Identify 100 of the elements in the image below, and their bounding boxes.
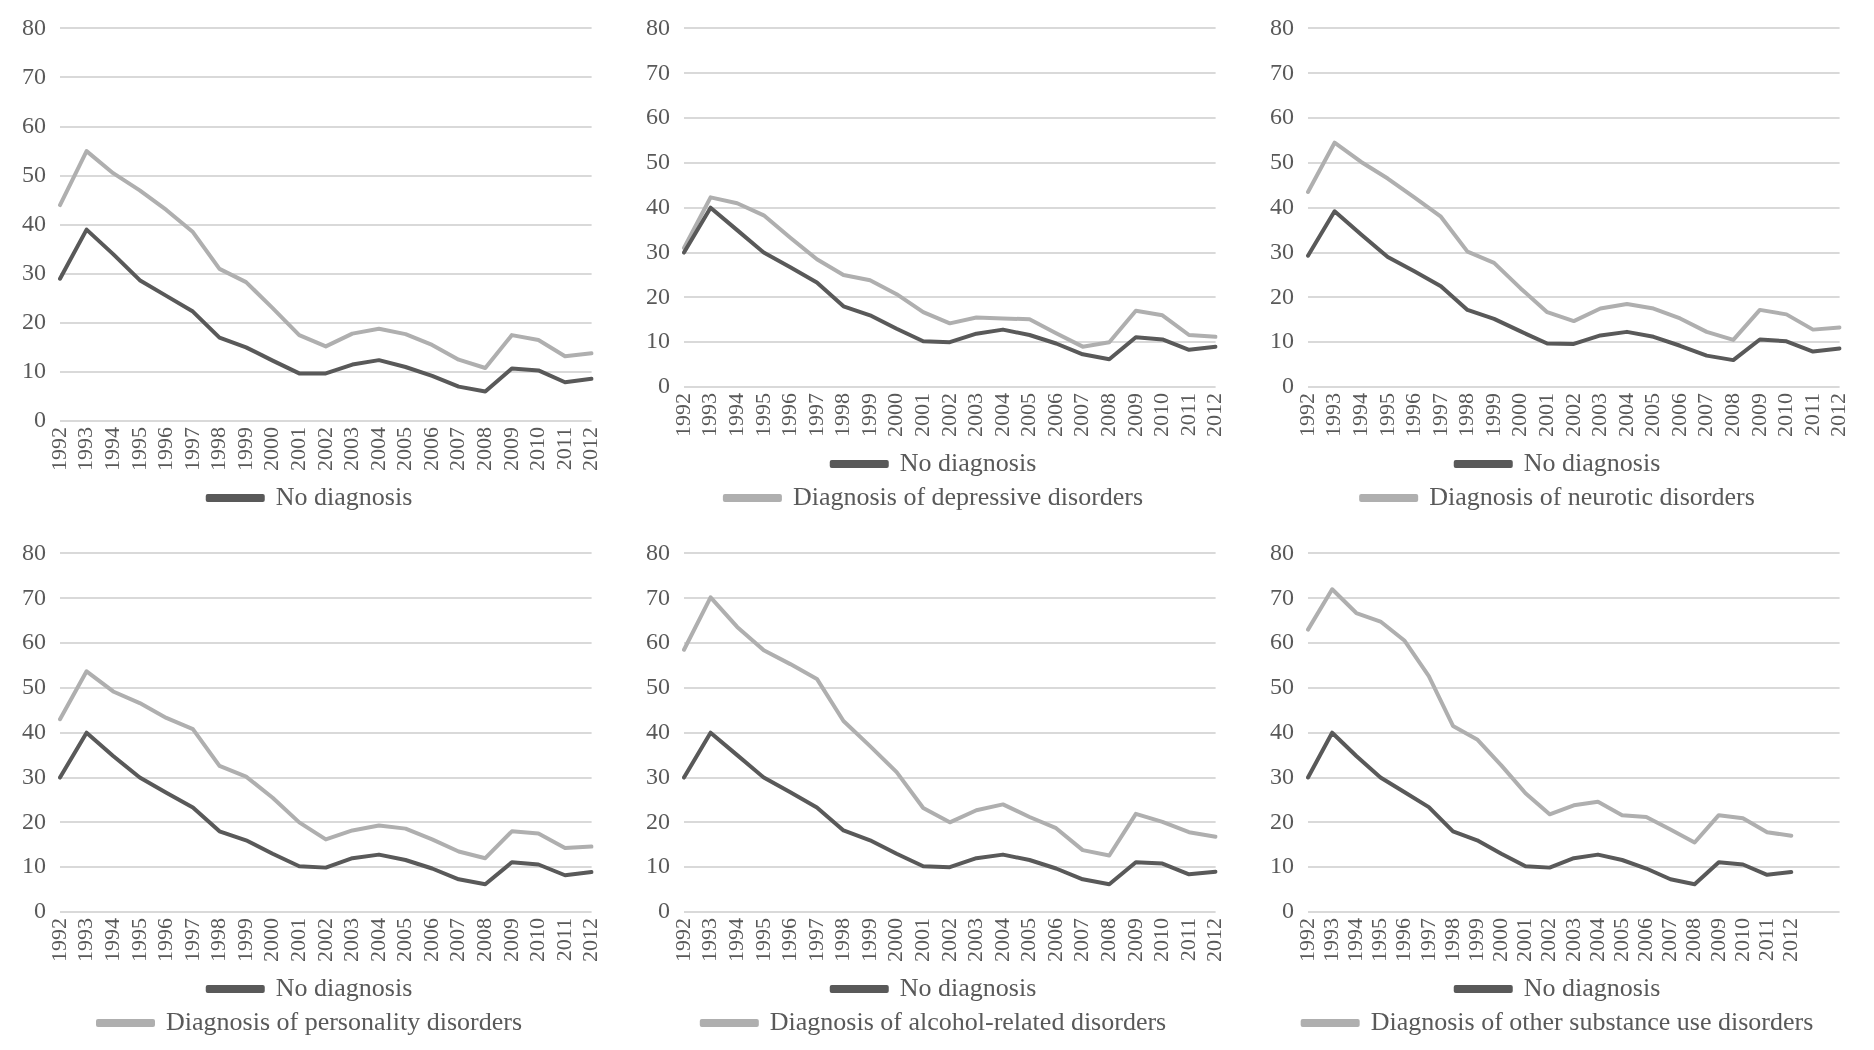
- x-tick-label: 1994: [1342, 918, 1368, 962]
- legend-label: No diagnosis: [1523, 447, 1661, 477]
- legend-label: Diagnosis of neurotic disorders: [1429, 481, 1755, 511]
- x-tick-label: 2012: [1201, 918, 1227, 962]
- x-tick-label: 2005: [1015, 918, 1041, 962]
- x-tick-label: 2008: [1095, 918, 1121, 962]
- y-tick-label: 80: [646, 13, 670, 40]
- x-tick-label: 1992: [669, 393, 695, 437]
- x-tick-label: 2002: [935, 918, 961, 962]
- x-tick-label: 1998: [829, 918, 855, 962]
- x-tick-label: 2003: [1559, 918, 1585, 962]
- x-tick-label: 1994: [98, 918, 124, 962]
- x-tick-label: 2010: [1148, 918, 1174, 962]
- x-tick-label: 1997: [802, 918, 828, 962]
- x-tick-label: 2006: [1665, 393, 1691, 437]
- legend-label: Diagnosis of alcohol-related disorders: [769, 1006, 1167, 1036]
- y-tick-label: 0: [658, 372, 670, 399]
- x-tick-label: 1992: [45, 427, 71, 471]
- x-tick-label: 2011: [1174, 918, 1200, 962]
- y-tick-label: 80: [1270, 538, 1294, 565]
- y-tick-label: 60: [646, 103, 670, 130]
- x-tick-label: 1993: [72, 427, 98, 471]
- x-tick-label: 2000: [882, 918, 908, 962]
- x-tick-label: 2003: [338, 918, 364, 962]
- x-tick-label: 2012: [577, 427, 603, 471]
- legend-label: Diagnosis of personality disorders: [166, 1006, 523, 1036]
- x-tick-label: 1997: [1426, 393, 1452, 437]
- y-tick-label: 70: [1270, 58, 1294, 85]
- x-tick-label: 1998: [1453, 393, 1479, 437]
- x-tick-label: 1996: [1400, 393, 1426, 437]
- y-tick-label: 30: [22, 259, 46, 286]
- y-tick-label: 70: [646, 58, 670, 85]
- x-tick-label: 2011: [1752, 918, 1778, 962]
- x-tick-label: 1999: [855, 918, 881, 962]
- y-tick-label: 0: [1282, 897, 1294, 924]
- x-tick-label: 1995: [1373, 393, 1399, 437]
- y-tick-label: 60: [646, 628, 670, 655]
- x-tick-label: 1995: [749, 918, 775, 962]
- x-tick-label: 1999: [1462, 918, 1488, 962]
- x-tick-label: 2012: [1825, 393, 1851, 437]
- x-tick-label: 2002: [311, 918, 337, 962]
- x-tick-label: 2010: [1772, 393, 1798, 437]
- x-tick-label: 2006: [417, 918, 443, 962]
- x-tick-label: 2000: [1487, 918, 1513, 962]
- x-tick-label: 2005: [391, 918, 417, 962]
- x-tick-label: 2004: [988, 393, 1014, 437]
- y-tick-label: 10: [22, 852, 46, 879]
- x-tick-label: 2011: [550, 918, 576, 962]
- x-tick-label: 1996: [152, 427, 178, 471]
- y-tick-label: 10: [646, 852, 670, 879]
- x-tick-label: 2006: [1041, 393, 1067, 437]
- x-tick-label: 1993: [696, 918, 722, 962]
- x-tick-label: 2007: [444, 427, 470, 471]
- x-tick-label: 1992: [1293, 393, 1319, 437]
- x-tick-label: 2010: [1148, 393, 1174, 437]
- x-tick-label: 2010: [524, 918, 550, 962]
- y-tick-label: 40: [646, 193, 670, 219]
- y-tick-label: 60: [22, 111, 46, 138]
- x-tick-label: 2003: [962, 393, 988, 437]
- x-tick-label: 1994: [1346, 393, 1372, 437]
- x-tick-label: 2007: [1656, 918, 1682, 962]
- x-tick-label: 2009: [497, 427, 523, 471]
- x-tick-label: 2000: [882, 393, 908, 437]
- x-tick-label: 1993: [1317, 918, 1343, 962]
- x-tick-label: 2001: [1533, 393, 1558, 437]
- x-tick-label: 1994: [722, 918, 748, 962]
- x-tick-label: 2001: [909, 918, 934, 962]
- x-tick-label: 2002: [1559, 393, 1585, 437]
- x-tick-label: 2009: [1745, 393, 1771, 437]
- x-tick-label: 2010: [524, 427, 550, 471]
- x-tick-label: 1999: [231, 918, 257, 962]
- y-tick-label: 40: [1270, 193, 1294, 219]
- y-tick-label: 10: [1270, 327, 1294, 354]
- x-tick-label: 2008: [1719, 393, 1745, 437]
- y-tick-label: 40: [646, 718, 670, 744]
- x-tick-label: 2002: [311, 427, 337, 471]
- x-tick-label: 2001: [285, 918, 310, 962]
- legend-label: Diagnosis of depressive disorders: [792, 481, 1144, 511]
- x-tick-label: 2004: [1583, 918, 1609, 962]
- y-tick-label: 80: [646, 538, 670, 565]
- y-tick-label: 80: [1270, 13, 1294, 40]
- x-tick-label: 2007: [1068, 393, 1094, 437]
- x-tick-label: 1995: [125, 918, 151, 962]
- x-tick-label: 1993: [72, 918, 98, 962]
- legend-label: No diagnosis: [899, 447, 1037, 477]
- y-tick-label: 70: [22, 583, 46, 610]
- x-tick-label: 2004: [1612, 393, 1638, 437]
- x-tick-label: 2004: [988, 918, 1014, 962]
- x-tick-label: 2002: [1535, 918, 1561, 962]
- x-tick-label: 2011: [1174, 393, 1200, 437]
- x-tick-label: 2012: [1777, 918, 1803, 962]
- x-tick-label: 2011: [550, 427, 576, 471]
- y-tick-label: 80: [22, 13, 46, 40]
- x-tick-label: 2000: [258, 918, 284, 962]
- y-tick-label: 10: [646, 327, 670, 354]
- x-tick-label: 2006: [417, 427, 443, 471]
- y-tick-label: 40: [22, 718, 46, 744]
- y-tick-label: 20: [1270, 807, 1294, 834]
- y-tick-label: 0: [34, 406, 46, 433]
- x-tick-label: 2001: [1511, 918, 1537, 962]
